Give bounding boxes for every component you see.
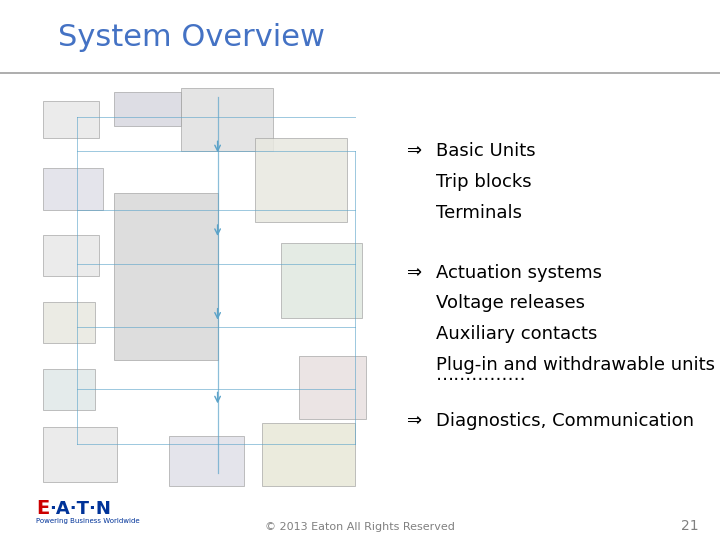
Bar: [281, 243, 362, 318]
Bar: [181, 88, 273, 151]
Bar: [43, 301, 95, 343]
Bar: [262, 423, 355, 486]
Bar: [114, 92, 181, 126]
Bar: [43, 167, 103, 210]
Text: 21: 21: [681, 519, 698, 534]
Text: Terminals: Terminals: [436, 204, 521, 222]
Bar: [43, 234, 99, 276]
Bar: [114, 193, 217, 360]
Text: System Overview: System Overview: [58, 23, 325, 52]
Text: ·A·T·N: ·A·T·N: [49, 500, 111, 518]
Text: Trip blocks: Trip blocks: [436, 173, 531, 191]
Text: ⇒: ⇒: [407, 264, 422, 282]
Bar: [43, 427, 117, 482]
Text: E: E: [36, 499, 49, 518]
Text: Voltage releases: Voltage releases: [436, 294, 585, 313]
Text: © 2013 Eaton All Rights Reserved: © 2013 Eaton All Rights Reserved: [265, 522, 455, 531]
Bar: [300, 356, 366, 419]
Text: Auxiliary contacts: Auxiliary contacts: [436, 325, 597, 343]
Text: ……………: ……………: [436, 366, 526, 384]
Text: Actuation systems: Actuation systems: [436, 264, 602, 282]
Text: ⇒: ⇒: [407, 412, 422, 430]
Text: Plug-in and withdrawable units: Plug-in and withdrawable units: [436, 356, 714, 374]
Text: ⇒: ⇒: [407, 142, 422, 160]
Bar: [169, 435, 243, 486]
Text: Basic Units: Basic Units: [436, 142, 535, 160]
Text: Diagnostics, Communication: Diagnostics, Communication: [436, 412, 693, 430]
Bar: [43, 100, 99, 138]
Bar: [43, 368, 95, 410]
Text: Powering Business Worldwide: Powering Business Worldwide: [36, 518, 140, 524]
Bar: [255, 138, 347, 222]
